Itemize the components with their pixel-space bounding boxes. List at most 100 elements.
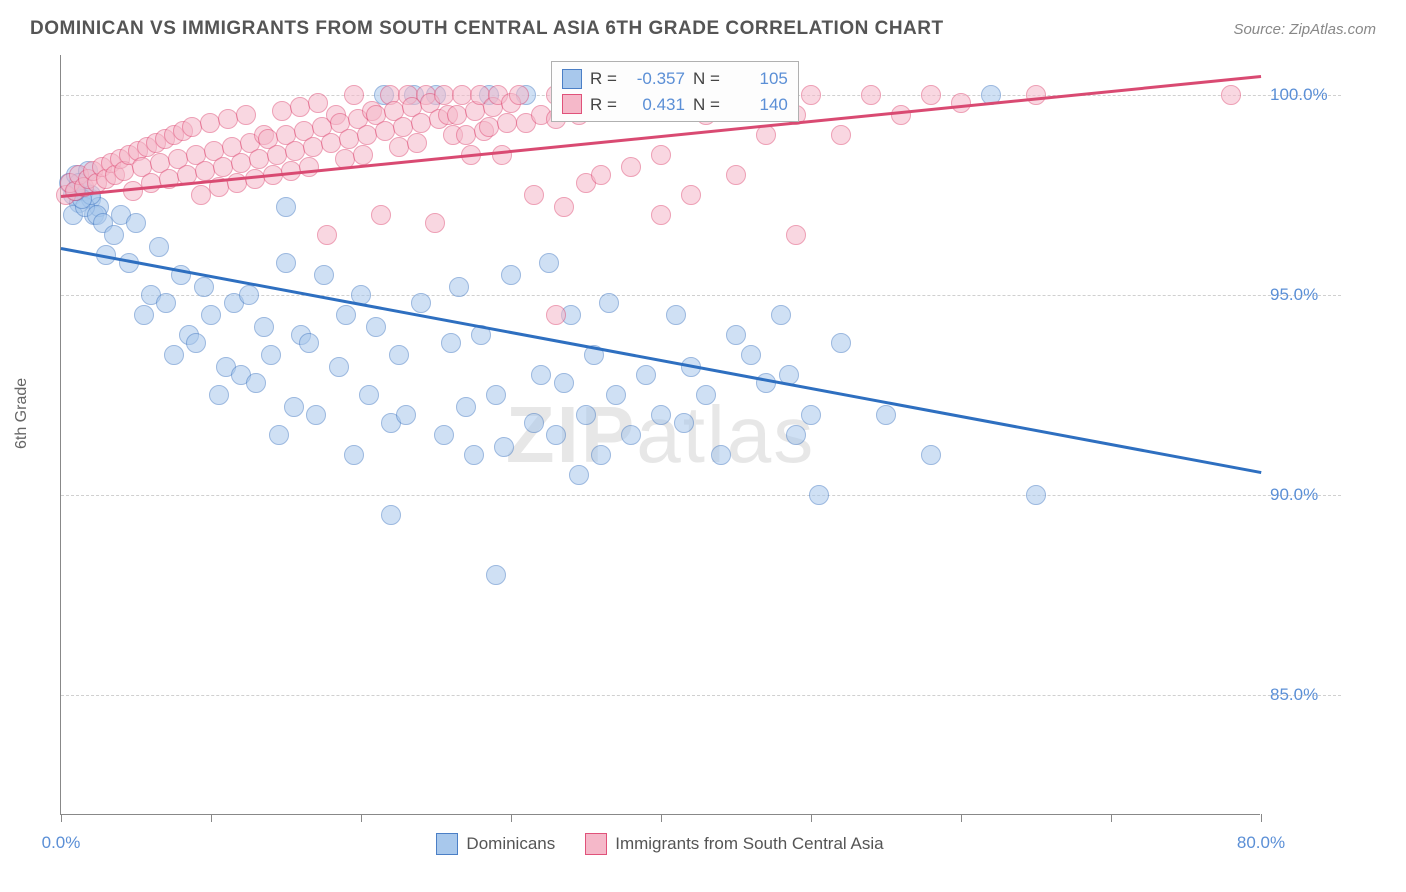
data-point bbox=[771, 305, 791, 325]
data-point bbox=[353, 145, 373, 165]
data-point bbox=[269, 425, 289, 445]
stats-r-label: R = bbox=[590, 92, 617, 118]
data-point bbox=[239, 285, 259, 305]
x-tick bbox=[811, 814, 812, 822]
data-point bbox=[509, 85, 529, 105]
data-point bbox=[245, 169, 265, 189]
data-point bbox=[456, 397, 476, 417]
data-point bbox=[479, 117, 499, 137]
stats-r-label: R = bbox=[590, 66, 617, 92]
data-point bbox=[786, 225, 806, 245]
y-tick-label: 90.0% bbox=[1270, 485, 1318, 505]
data-point bbox=[539, 253, 559, 273]
data-point bbox=[254, 317, 274, 337]
data-point bbox=[546, 305, 566, 325]
stats-row: R = 0.431 N = 140 bbox=[562, 92, 788, 118]
x-tick bbox=[961, 814, 962, 822]
data-point bbox=[191, 185, 211, 205]
data-point bbox=[497, 113, 517, 133]
scatter-plot: ZIPatlas 0.0%80.0%R =-0.357N =105R =0.43… bbox=[60, 55, 1260, 815]
data-point bbox=[200, 113, 220, 133]
data-point bbox=[591, 165, 611, 185]
data-point bbox=[329, 357, 349, 377]
data-point bbox=[276, 253, 296, 273]
x-tick bbox=[1111, 814, 1112, 822]
stats-r-value: 0.431 bbox=[625, 92, 685, 118]
stats-r-value: -0.357 bbox=[625, 66, 685, 92]
data-point bbox=[576, 405, 596, 425]
legend-label: Immigrants from South Central Asia bbox=[615, 834, 883, 854]
data-point bbox=[524, 413, 544, 433]
data-point bbox=[156, 293, 176, 313]
data-point bbox=[381, 505, 401, 525]
data-point bbox=[104, 225, 124, 245]
chart-title: DOMINICAN VS IMMIGRANTS FROM SOUTH CENTR… bbox=[30, 18, 944, 40]
source-label: Source: ZipAtlas.com bbox=[1233, 21, 1376, 38]
legend-item: Immigrants from South Central Asia bbox=[585, 833, 883, 855]
legend-swatch bbox=[585, 833, 607, 855]
data-point bbox=[141, 173, 161, 193]
data-point bbox=[317, 225, 337, 245]
data-point bbox=[441, 333, 461, 353]
data-point bbox=[524, 185, 544, 205]
data-point bbox=[411, 293, 431, 313]
data-point bbox=[486, 385, 506, 405]
data-point bbox=[569, 465, 589, 485]
data-point bbox=[366, 317, 386, 337]
data-point bbox=[666, 305, 686, 325]
data-point bbox=[396, 405, 416, 425]
data-point bbox=[464, 445, 484, 465]
data-point bbox=[696, 385, 716, 405]
data-point bbox=[411, 113, 431, 133]
data-point bbox=[290, 97, 310, 117]
data-point bbox=[261, 345, 281, 365]
data-point bbox=[711, 445, 731, 465]
data-point bbox=[741, 345, 761, 365]
legend-label: Dominicans bbox=[466, 834, 555, 854]
data-point bbox=[486, 565, 506, 585]
data-point bbox=[599, 293, 619, 313]
data-point bbox=[1221, 85, 1241, 105]
data-point bbox=[501, 265, 521, 285]
data-point bbox=[308, 93, 328, 113]
data-point bbox=[303, 137, 323, 157]
data-point bbox=[831, 333, 851, 353]
data-point bbox=[606, 385, 626, 405]
data-point bbox=[194, 277, 214, 297]
data-point bbox=[636, 365, 656, 385]
stats-n-value: 140 bbox=[728, 92, 788, 118]
data-point bbox=[359, 385, 379, 405]
data-point bbox=[756, 125, 776, 145]
data-point bbox=[182, 117, 202, 137]
stats-n-label: N = bbox=[693, 66, 720, 92]
stats-row: R =-0.357N =105 bbox=[562, 66, 788, 92]
data-point bbox=[951, 93, 971, 113]
data-point bbox=[284, 397, 304, 417]
x-tick bbox=[211, 814, 212, 822]
data-point bbox=[891, 105, 911, 125]
x-tick bbox=[361, 814, 362, 822]
data-point bbox=[681, 185, 701, 205]
stats-n-label: N = bbox=[693, 92, 720, 118]
chart-legend: Dominicans Immigrants from South Central … bbox=[60, 833, 1260, 855]
x-tick bbox=[511, 814, 512, 822]
data-point bbox=[554, 373, 574, 393]
data-point bbox=[449, 277, 469, 297]
y-tick-label: 95.0% bbox=[1270, 285, 1318, 305]
data-point bbox=[434, 425, 454, 445]
data-point bbox=[756, 373, 776, 393]
data-point bbox=[314, 265, 334, 285]
data-point bbox=[371, 205, 391, 225]
data-point bbox=[209, 385, 229, 405]
data-point bbox=[921, 445, 941, 465]
data-point bbox=[876, 405, 896, 425]
stats-swatch bbox=[562, 94, 582, 114]
data-point bbox=[809, 485, 829, 505]
chart-area: ZIPatlas 0.0%80.0%R =-0.357N =105R =0.43… bbox=[60, 55, 1340, 815]
data-point bbox=[831, 125, 851, 145]
data-point bbox=[801, 405, 821, 425]
x-tick bbox=[1261, 814, 1262, 822]
data-point bbox=[201, 305, 221, 325]
gridline bbox=[61, 495, 1341, 496]
data-point bbox=[492, 145, 512, 165]
